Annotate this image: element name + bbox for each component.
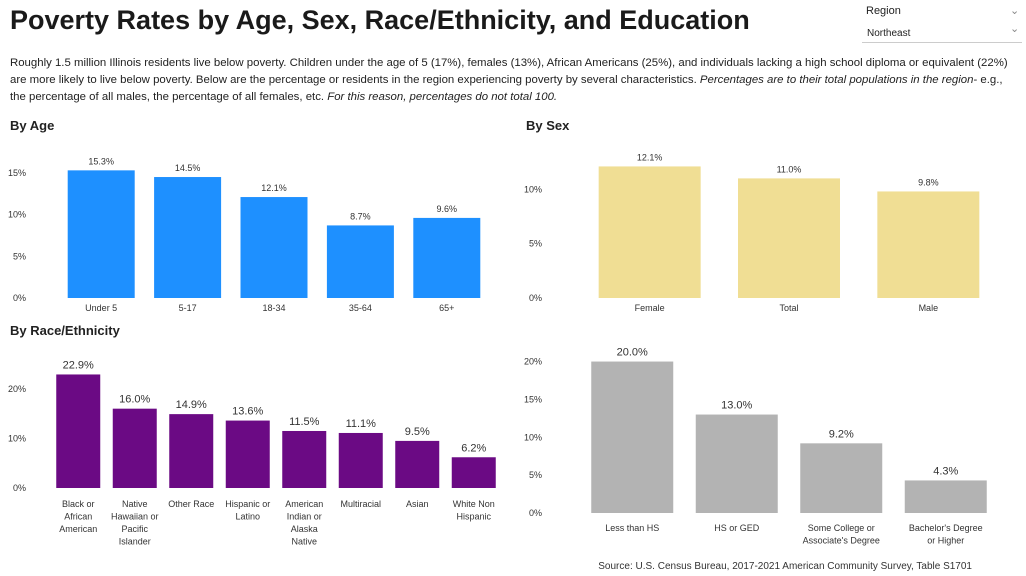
y-tick-label: 0% bbox=[13, 293, 26, 303]
region-select[interactable]: Northeast ⌄ bbox=[862, 23, 1022, 43]
region-filter-label: Region bbox=[866, 5, 901, 17]
bar bbox=[338, 432, 383, 488]
data-label: 11.0% bbox=[777, 164, 802, 174]
bar bbox=[800, 443, 883, 513]
category-label: Less than HS bbox=[605, 523, 659, 533]
category-label: Female bbox=[635, 303, 665, 313]
data-label: 9.6% bbox=[437, 204, 458, 214]
data-label: 9.8% bbox=[918, 177, 939, 187]
data-label: 13.0% bbox=[721, 400, 752, 412]
bar bbox=[413, 217, 481, 298]
category-label: 5-17 bbox=[179, 303, 197, 313]
bar bbox=[326, 225, 394, 298]
data-label: 9.2% bbox=[829, 428, 854, 440]
y-tick-label: 5% bbox=[529, 470, 542, 480]
bar bbox=[904, 480, 987, 513]
category-label: American Indian or Alaska Native bbox=[285, 499, 323, 547]
intro-plain: Roughly 1.5 million Illinois residents l… bbox=[10, 57, 1008, 86]
data-label: 11.1% bbox=[346, 418, 377, 430]
data-label: 11.5% bbox=[289, 416, 320, 428]
data-label: 20.0% bbox=[617, 347, 648, 359]
intro-text: Roughly 1.5 million Illinois residents l… bbox=[10, 55, 1015, 106]
data-label: 16.0% bbox=[119, 394, 150, 406]
data-label: 12.1% bbox=[261, 183, 287, 193]
chevron-down-icon: ⌄ bbox=[1010, 23, 1020, 35]
y-tick-label: 10% bbox=[8, 210, 26, 220]
bar bbox=[598, 166, 701, 298]
bar bbox=[395, 440, 440, 488]
y-tick-label: 20% bbox=[8, 384, 26, 394]
y-tick-label: 0% bbox=[529, 508, 542, 518]
category-label: Multiracial bbox=[340, 499, 381, 509]
bar bbox=[225, 420, 270, 488]
intro-italic-1: Percentages are to their total populatio… bbox=[699, 74, 974, 86]
bar bbox=[154, 177, 222, 298]
data-label: 6.2% bbox=[461, 442, 486, 454]
sex-chart-title: By Sex bbox=[526, 118, 570, 133]
y-tick-label: 0% bbox=[529, 293, 542, 303]
region-select-value: Northeast bbox=[867, 28, 911, 39]
y-tick-label: 5% bbox=[13, 251, 26, 261]
data-label: 9.5% bbox=[405, 426, 430, 438]
bar bbox=[451, 457, 496, 488]
race-chart-title: By Race/Ethnicity bbox=[10, 323, 120, 338]
data-label: 15.3% bbox=[88, 156, 114, 166]
bar bbox=[738, 178, 840, 298]
category-label: Male bbox=[919, 303, 939, 313]
source-note: Source: U.S. Census Bureau, 2017-2021 Am… bbox=[598, 561, 972, 572]
category-label: Total bbox=[779, 303, 798, 313]
chevron-down-icon[interactable]: ⌄ bbox=[1010, 5, 1020, 17]
category-label: Hispanic or Latino bbox=[225, 499, 270, 522]
intro-mid: - e.g., the percentage of all males, the… bbox=[10, 74, 1003, 103]
bar bbox=[112, 408, 157, 488]
category-label: Under 5 bbox=[85, 303, 117, 313]
category-label: 65+ bbox=[439, 303, 454, 313]
y-tick-label: 20% bbox=[524, 357, 542, 367]
data-label: 14.9% bbox=[176, 399, 207, 411]
bar bbox=[877, 191, 980, 298]
data-label: 13.6% bbox=[232, 406, 263, 418]
category-label: Native Hawaiian or Pacific Islander bbox=[111, 499, 159, 547]
y-tick-label: 15% bbox=[524, 394, 542, 404]
y-tick-label: 10% bbox=[524, 432, 542, 442]
category-label: 35-64 bbox=[349, 303, 372, 313]
bar bbox=[67, 170, 135, 298]
bar bbox=[169, 414, 214, 488]
y-tick-label: 15% bbox=[8, 168, 26, 178]
category-label: HS or GED bbox=[714, 523, 760, 533]
age-chart-title: By Age bbox=[10, 118, 55, 133]
data-label: 22.9% bbox=[63, 359, 94, 371]
data-label: 12.1% bbox=[637, 152, 663, 162]
category-label: Bachelor's Degree or Higher bbox=[909, 523, 983, 546]
category-label: 18-34 bbox=[262, 303, 285, 313]
category-label: White Non Hispanic bbox=[453, 499, 495, 522]
data-label: 4.3% bbox=[933, 465, 958, 477]
bar bbox=[56, 374, 101, 488]
y-tick-label: 0% bbox=[13, 483, 26, 493]
data-label: 8.7% bbox=[350, 211, 371, 221]
category-label: Black or African American bbox=[59, 499, 97, 534]
bar bbox=[240, 197, 308, 298]
intro-italic-2: For this reason, percentages do not tota… bbox=[327, 91, 558, 103]
category-label: Asian bbox=[406, 499, 429, 509]
y-tick-label: 5% bbox=[529, 239, 542, 249]
category-label: Other Race bbox=[168, 499, 214, 509]
y-tick-label: 10% bbox=[524, 184, 542, 194]
data-label: 14.5% bbox=[175, 163, 201, 173]
bar bbox=[282, 430, 327, 488]
bar bbox=[695, 414, 778, 513]
y-tick-label: 10% bbox=[8, 433, 26, 443]
page-title: Poverty Rates by Age, Sex, Race/Ethnicit… bbox=[10, 5, 750, 35]
category-label: Some College or Associate's Degree bbox=[803, 523, 880, 546]
bar bbox=[591, 361, 674, 513]
